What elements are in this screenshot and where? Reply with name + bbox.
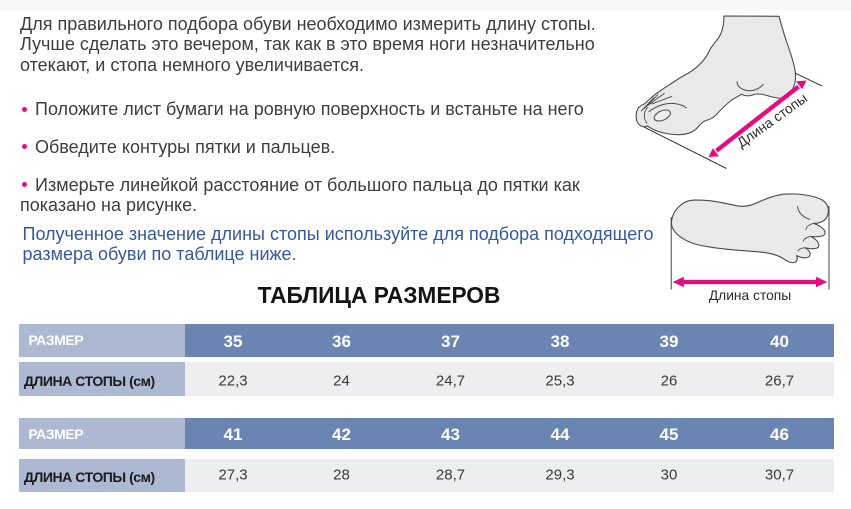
svg-text:Длина стопы: Длина стопы [709,288,791,303]
svg-text:Длина стопы: Длина стопы [734,91,810,151]
